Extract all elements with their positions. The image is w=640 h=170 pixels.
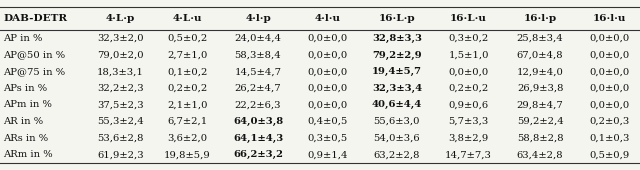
Text: 16·L·p: 16·L·p [378, 14, 415, 23]
Text: 16·L·u: 16·L·u [450, 14, 487, 23]
Text: 2,1±1,0: 2,1±1,0 [167, 100, 208, 109]
Text: 0,9±1,4: 0,9±1,4 [307, 150, 348, 159]
Text: 0,0±0,0: 0,0±0,0 [307, 50, 348, 59]
Text: 16·l·u: 16·l·u [593, 14, 627, 23]
Text: 64,1±4,3: 64,1±4,3 [233, 134, 283, 143]
Text: 0,0±0,0: 0,0±0,0 [589, 84, 630, 93]
Text: 0,5±0,2: 0,5±0,2 [167, 34, 207, 43]
Text: 26,2±4,7: 26,2±4,7 [235, 84, 282, 93]
Text: 32,3±2,0: 32,3±2,0 [97, 34, 144, 43]
Text: 37,5±2,3: 37,5±2,3 [97, 100, 144, 109]
Text: 0,0±0,0: 0,0±0,0 [589, 67, 630, 76]
Text: 24,0±4,4: 24,0±4,4 [234, 34, 282, 43]
Text: 0,5±0,9: 0,5±0,9 [589, 150, 630, 159]
Text: 0,0±0,0: 0,0±0,0 [307, 67, 348, 76]
Text: AP@75 in %: AP@75 in % [3, 67, 65, 76]
Text: 32,3±3,4: 32,3±3,4 [372, 84, 422, 93]
Text: 0,2±0,3: 0,2±0,3 [589, 117, 630, 126]
Text: 0,2±0,2: 0,2±0,2 [167, 84, 207, 93]
Text: 0,0±0,0: 0,0±0,0 [589, 100, 630, 109]
Text: 4·L·p: 4·L·p [106, 14, 135, 23]
Text: 0,2±0,2: 0,2±0,2 [449, 84, 488, 93]
Text: 66,2±3,2: 66,2±3,2 [233, 150, 283, 159]
Text: 16·l·p: 16·l·p [524, 14, 557, 23]
Text: AP@50 in %: AP@50 in % [3, 50, 65, 59]
Text: 19,8±5,9: 19,8±5,9 [164, 150, 211, 159]
Text: 0,0±0,0: 0,0±0,0 [589, 50, 630, 59]
Text: 0,1±0,3: 0,1±0,3 [589, 134, 630, 143]
Text: 0,0±0,0: 0,0±0,0 [307, 34, 348, 43]
Text: 79,2±2,9: 79,2±2,9 [372, 50, 422, 59]
Text: 0,9±0,6: 0,9±0,6 [449, 100, 488, 109]
Text: 79,0±2,0: 79,0±2,0 [97, 50, 144, 59]
Text: 54,0±3,6: 54,0±3,6 [374, 134, 420, 143]
Text: 32,2±2,3: 32,2±2,3 [97, 84, 144, 93]
Text: 29,8±4,7: 29,8±4,7 [516, 100, 563, 109]
Text: 5,7±3,3: 5,7±3,3 [449, 117, 488, 126]
Text: 0,0±0,0: 0,0±0,0 [449, 67, 488, 76]
Text: 12,9±4,0: 12,9±4,0 [516, 67, 564, 76]
Text: 14,5±4,7: 14,5±4,7 [234, 67, 282, 76]
Text: 0,1±0,2: 0,1±0,2 [167, 67, 207, 76]
Text: 61,9±2,3: 61,9±2,3 [97, 150, 144, 159]
Text: 58,3±8,4: 58,3±8,4 [235, 50, 282, 59]
Text: 0,4±0,5: 0,4±0,5 [307, 117, 348, 126]
Text: 14,7±7,3: 14,7±7,3 [445, 150, 492, 159]
Text: 0,0±0,0: 0,0±0,0 [307, 100, 348, 109]
Text: 40,6±4,4: 40,6±4,4 [372, 100, 422, 109]
Text: 53,6±2,8: 53,6±2,8 [97, 134, 144, 143]
Text: AP in %: AP in % [3, 34, 43, 43]
Text: ARs in %: ARs in % [3, 134, 49, 143]
Text: 4·l·p: 4·l·p [245, 14, 271, 23]
Text: ARm in %: ARm in % [3, 150, 53, 159]
Text: 0,3±0,2: 0,3±0,2 [449, 34, 488, 43]
Text: 1,5±1,0: 1,5±1,0 [448, 50, 489, 59]
Text: 19,4±5,7: 19,4±5,7 [372, 67, 422, 76]
Text: 3,6±2,0: 3,6±2,0 [168, 134, 207, 143]
Text: 2,7±1,0: 2,7±1,0 [167, 50, 207, 59]
Text: 67,0±4,8: 67,0±4,8 [517, 50, 563, 59]
Text: 32,8±3,3: 32,8±3,3 [372, 34, 422, 43]
Text: 6,7±2,1: 6,7±2,1 [167, 117, 207, 126]
Text: 63,2±2,8: 63,2±2,8 [374, 150, 420, 159]
Text: 26,9±3,8: 26,9±3,8 [517, 84, 563, 93]
Text: 4·l·u: 4·l·u [314, 14, 340, 23]
Text: 64,0±3,8: 64,0±3,8 [233, 117, 283, 126]
Text: AR in %: AR in % [3, 117, 44, 126]
Text: 63,4±2,8: 63,4±2,8 [517, 150, 563, 159]
Text: 25,8±3,4: 25,8±3,4 [516, 34, 563, 43]
Text: DAB-DETR: DAB-DETR [3, 14, 67, 23]
Text: 3,8±2,9: 3,8±2,9 [449, 134, 488, 143]
Text: 22,2±6,3: 22,2±6,3 [235, 100, 281, 109]
Text: 4·L·u: 4·L·u [173, 14, 202, 23]
Text: 18,3±3,1: 18,3±3,1 [97, 67, 144, 76]
Text: 0,0±0,0: 0,0±0,0 [307, 84, 348, 93]
Text: 55,6±3,0: 55,6±3,0 [374, 117, 420, 126]
Text: 0,0±0,0: 0,0±0,0 [589, 34, 630, 43]
Text: 58,8±2,8: 58,8±2,8 [517, 134, 563, 143]
Text: 59,2±2,4: 59,2±2,4 [516, 117, 563, 126]
Text: 0,3±0,5: 0,3±0,5 [307, 134, 348, 143]
Text: APm in %: APm in % [3, 100, 52, 109]
Text: APs in %: APs in % [3, 84, 47, 93]
Text: 55,3±2,4: 55,3±2,4 [97, 117, 144, 126]
